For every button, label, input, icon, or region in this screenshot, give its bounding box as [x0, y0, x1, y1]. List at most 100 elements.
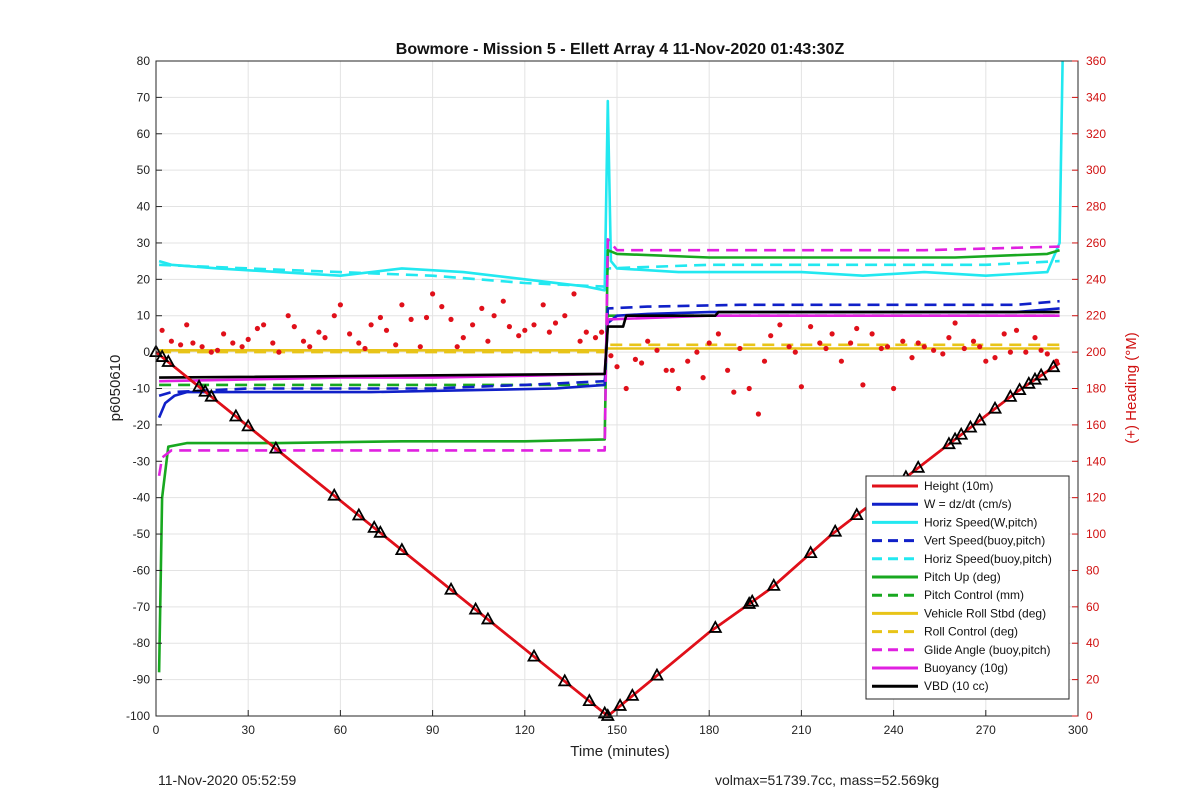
heading-point: [829, 331, 835, 337]
heading-point: [583, 329, 589, 335]
heading-point: [1001, 331, 1007, 337]
marker-triangle: [155, 349, 170, 362]
heading-point: [214, 347, 221, 353]
heading-point: [448, 316, 454, 322]
heading-point: [645, 338, 651, 344]
marker-triangle: [198, 383, 213, 397]
marker-triangle: [468, 601, 483, 615]
marker-triangle: [444, 581, 459, 595]
heading-point: [552, 320, 559, 326]
heading-point: [516, 333, 522, 339]
y-tick-label: 40: [137, 200, 151, 214]
heading-point: [921, 344, 927, 350]
heading-point: [909, 355, 915, 361]
heading-point: [675, 385, 682, 392]
heading-point: [970, 338, 977, 344]
x-tick-label: 0: [153, 723, 160, 737]
heading-point: [316, 329, 322, 335]
heading-point: [915, 340, 921, 346]
y-tick-label: 10: [137, 309, 151, 323]
heading-point: [485, 338, 491, 344]
heading-point: [460, 335, 466, 341]
y-tick-label: -30: [133, 454, 151, 468]
y2-tick-label: 220: [1086, 309, 1106, 323]
x-tick-label: 240: [884, 723, 904, 737]
heading-point: [577, 338, 583, 344]
heading-point: [531, 322, 537, 328]
y-tick-label: 20: [137, 272, 151, 286]
marker-triangle: [803, 545, 818, 559]
heading-point: [685, 358, 691, 364]
marker-triangle: [192, 378, 207, 392]
heading-point: [362, 345, 368, 352]
heading-point: [725, 367, 731, 373]
heading-point: [307, 344, 313, 350]
marker-triangle: [327, 487, 342, 501]
y-tick-label: 80: [137, 54, 151, 68]
heading-point: [599, 329, 605, 335]
heading-point: [430, 291, 436, 297]
marker-triangle: [1012, 382, 1027, 395]
legend: Height (10m) W = dz/dt (cm/s) Horiz Speed(…: [865, 475, 1070, 700]
heading-point: [1038, 347, 1044, 353]
heading-point: [946, 335, 952, 341]
heading-point: [276, 349, 282, 355]
y-tick-label: -70: [133, 600, 151, 614]
y-axis-label: p6050610: [107, 355, 124, 422]
heading-point: [854, 325, 860, 332]
y2-tick-label: 360: [1086, 54, 1106, 68]
marker-triangle: [367, 519, 382, 533]
heading-point: [159, 327, 165, 333]
heading-point: [623, 385, 629, 392]
x-tick-label: 180: [699, 723, 719, 737]
heading-layer: [159, 291, 1060, 417]
heading-point: [961, 345, 967, 352]
heading-point: [931, 347, 937, 353]
heading-point: [491, 313, 497, 319]
marker-layer: [148, 344, 1061, 721]
y-tick-label: 50: [137, 163, 151, 177]
y-tick-label: -10: [133, 382, 151, 396]
heading-point: [1007, 349, 1014, 355]
heading-point: [479, 305, 485, 311]
legend-label: W = dz/dt (cm/s): [924, 497, 1012, 511]
marker-triangle: [972, 412, 987, 426]
x-tick-label: 120: [515, 723, 535, 737]
heading-point: [300, 338, 307, 344]
heading-point: [977, 344, 983, 350]
y-ticks: -100-90-80-70-60-50-40-30-20-10010203040…: [126, 54, 162, 723]
y-tick-label: -20: [133, 418, 151, 432]
heading-point: [399, 302, 405, 308]
heading-point: [700, 375, 706, 381]
heading-point: [706, 340, 712, 346]
marker-triangle: [766, 578, 781, 591]
marker-triangle: [597, 705, 612, 719]
marker-triangle: [963, 419, 978, 433]
marker-triangle: [828, 523, 843, 537]
heading-point: [506, 324, 512, 330]
marker-triangle: [526, 648, 542, 662]
y2-tick-label: 80: [1086, 563, 1100, 577]
y2-tick-label: 280: [1086, 200, 1106, 214]
marker-triangle: [161, 354, 176, 367]
x-tick-label: 60: [334, 723, 348, 737]
y-tick-label: -50: [133, 527, 151, 541]
marker-triangle: [600, 708, 615, 721]
heading-point: [347, 331, 353, 337]
y-tick-label: 60: [137, 127, 151, 141]
heading-point: [1013, 327, 1020, 333]
marker-triangle: [351, 507, 366, 521]
marker-triangle: [582, 693, 597, 707]
marker-triangle: [394, 542, 409, 556]
y2-tick-label: 180: [1086, 382, 1106, 396]
y2-tick-label: 160: [1086, 418, 1106, 432]
heading-point: [1023, 349, 1029, 355]
heading-point: [168, 338, 174, 344]
heading-point: [755, 411, 762, 417]
legend-box: [865, 475, 1070, 700]
marker-triangle: [268, 440, 283, 454]
marker-triangle: [987, 400, 1003, 414]
heading-point: [639, 360, 645, 366]
heading-point: [522, 327, 528, 333]
y-tick-label: 70: [137, 90, 151, 104]
